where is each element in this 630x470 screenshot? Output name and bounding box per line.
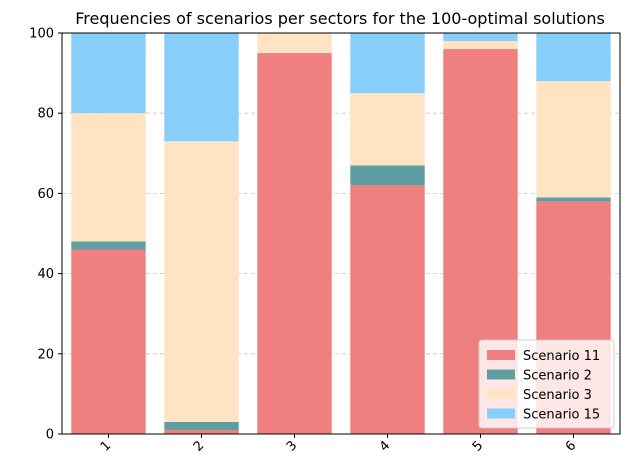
y-tick-label: 20 (37, 347, 54, 362)
bar-segment (164, 141, 239, 422)
bars-group (71, 33, 611, 435)
x-tick-label: 1 (98, 438, 114, 454)
y-tick-label: 60 (37, 187, 54, 202)
x-tick-label: 2 (191, 438, 207, 454)
legend: Scenario 11 Scenario 2 Scenario 3 Scenario … (478, 339, 615, 429)
legend-label: Scenario 3 (523, 388, 592, 403)
plot-frame (61, 32, 621, 435)
legend-swatch (487, 350, 515, 360)
bar-segment (164, 33, 239, 142)
bar-segment (350, 185, 425, 434)
x-tick-label: 4 (377, 438, 393, 454)
legend-label: Scenario 2 (523, 369, 592, 384)
y-tick-label: 0 (46, 428, 54, 443)
bar-segment (350, 93, 425, 166)
bar-segment (71, 113, 146, 242)
y-tick-label: 40 (37, 267, 54, 282)
legend-swatch (487, 369, 515, 380)
legend-box (478, 339, 615, 429)
x-tick-label: 6 (563, 438, 579, 454)
bar-segment (71, 241, 146, 250)
bar-segment (257, 53, 332, 435)
y-tick-label: 80 (37, 107, 54, 122)
bar-segment (257, 33, 332, 54)
legend-swatch (487, 389, 515, 399)
bar-segment (164, 429, 239, 434)
y-tick-label: 100 (29, 27, 54, 42)
legend-label: Scenario 11 (523, 349, 600, 364)
bar-segment (443, 41, 518, 50)
chart-title: Frequencies of scenarios per sectors for… (75, 9, 605, 28)
x-tick-label: 3 (284, 438, 300, 454)
x-tick-label: 5 (470, 438, 486, 454)
bar-segment (536, 197, 611, 202)
bar-segment (443, 33, 518, 42)
bar-segment (164, 421, 239, 430)
legend-swatch (487, 408, 515, 419)
bar-segment (71, 249, 146, 434)
bar-segment (536, 33, 611, 82)
bar-segment (350, 165, 425, 186)
legend-label: Scenario 15 (523, 408, 600, 423)
bar-segment (350, 33, 425, 94)
bar-segment (71, 33, 146, 114)
bar-segment (536, 81, 611, 198)
